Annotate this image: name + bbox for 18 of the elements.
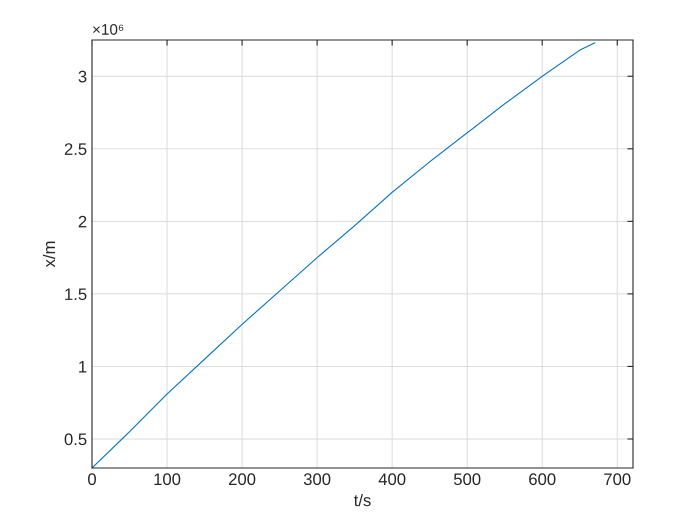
y-tick-label: 0.5: [64, 433, 86, 446]
y-tick-label: 2.5: [64, 143, 86, 156]
y-tick-label: 1: [79, 361, 86, 372]
line-series: [92, 42, 596, 468]
x-tick-label: 600: [529, 473, 556, 486]
x-tick-label: 400: [378, 473, 406, 486]
x-tick-label: 500: [454, 473, 480, 486]
x-tick-label: 300: [304, 473, 330, 486]
x-tick-label: 700: [604, 473, 630, 486]
y-axis-title: x/m: [42, 242, 56, 268]
x-axis-title: t/s: [354, 494, 371, 506]
x-tick-label: 0: [88, 473, 96, 486]
y-tick-label: 3: [78, 70, 86, 82]
y-tick-label: 1.5: [65, 288, 86, 300]
text: ×10⁶: [93, 24, 124, 35]
y-tick-label: 2: [78, 216, 86, 228]
x-tick-label: 200: [229, 473, 256, 486]
x-tick-label: 100: [154, 473, 180, 486]
